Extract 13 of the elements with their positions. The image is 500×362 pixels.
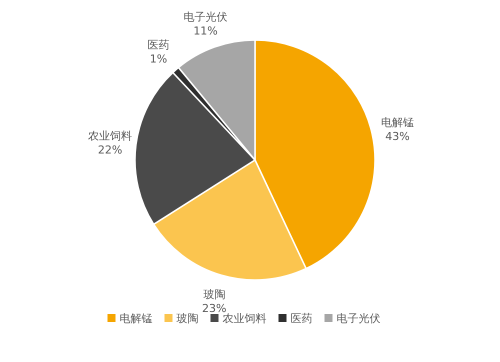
slice-label: 农业饲料 xyxy=(88,130,132,143)
data-label: 43% xyxy=(385,130,410,144)
slice-label: 电解锰 xyxy=(380,116,414,130)
slice-label: 医药 xyxy=(147,38,170,52)
legend-label: 玻陶 xyxy=(176,312,198,325)
slice-label: 电子光伏 xyxy=(184,10,228,24)
data-label: 11% xyxy=(193,24,218,38)
legend-label: 医药 xyxy=(290,312,312,325)
legend-label: 电解锰 xyxy=(120,312,152,325)
slice-label: 玻陶 xyxy=(203,288,226,302)
data-label: 22% xyxy=(98,144,122,157)
data-label: 1% xyxy=(150,52,168,66)
legend-label: 电子光伏 xyxy=(336,312,380,325)
